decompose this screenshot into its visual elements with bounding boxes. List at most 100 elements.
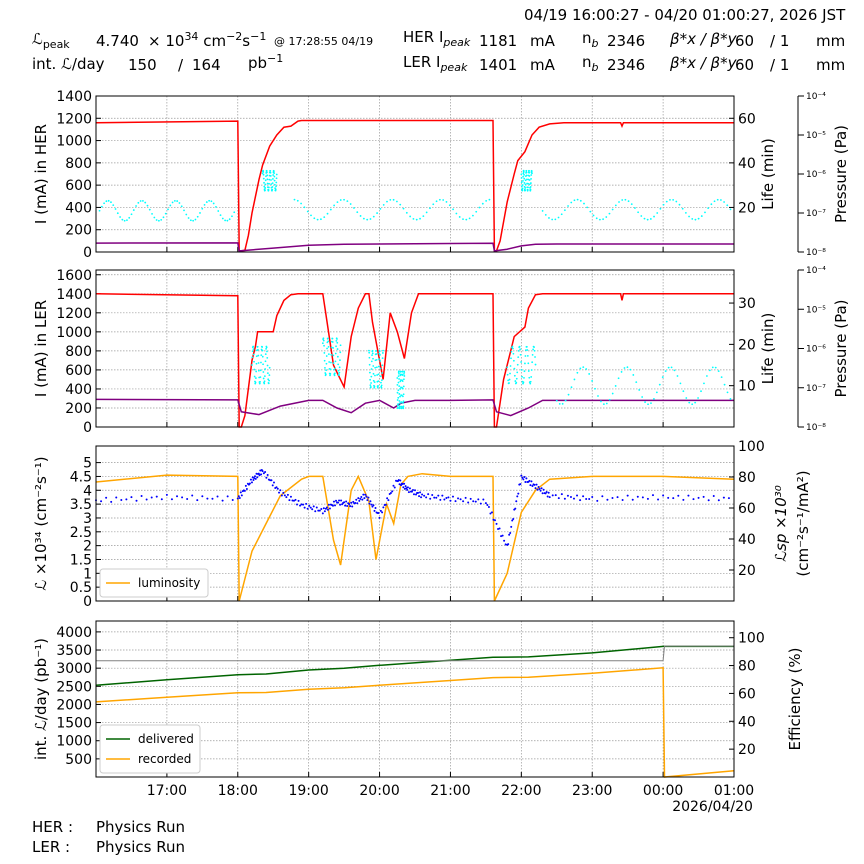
y-tick-label: 1000	[56, 325, 92, 341]
specific-lumi-point	[352, 500, 355, 503]
life-point	[269, 171, 272, 174]
y-tick-label: 600	[65, 178, 92, 194]
int-lumi-label: int. ℒ/day	[32, 55, 105, 73]
life-point	[327, 353, 330, 356]
life-point	[336, 355, 339, 358]
life-point	[579, 367, 582, 370]
int-lumi-value2: 164	[192, 56, 221, 74]
specific-lumi-point	[423, 494, 426, 497]
specific-lumi-point	[332, 500, 335, 503]
life-point	[183, 209, 185, 212]
life-point	[529, 382, 532, 385]
specific-lumi-point	[294, 498, 297, 501]
life-point	[330, 361, 332, 364]
specific-lumi-point	[631, 498, 634, 501]
life-point	[157, 219, 160, 222]
specific-lumi-point	[425, 496, 428, 499]
specific-lumi-point	[374, 506, 377, 509]
specific-lumi-point	[271, 484, 274, 487]
y-right-tick-label: 20	[738, 563, 756, 579]
life-point	[336, 201, 339, 203]
specific-lumi-point	[291, 499, 294, 502]
specific-lumi-point	[447, 496, 450, 499]
lpeak-unit-pre: × 10	[148, 32, 185, 50]
life-point	[435, 200, 438, 203]
life-point	[110, 201, 112, 204]
life-point	[401, 370, 404, 373]
life-point	[264, 360, 267, 363]
specific-lumi-point	[308, 504, 311, 507]
life-point	[397, 381, 400, 384]
life-point	[620, 371, 623, 373]
specific-lumi-point	[323, 510, 326, 513]
life-point	[723, 383, 726, 386]
specific-lumi-point	[170, 498, 173, 501]
life-point	[656, 212, 659, 214]
life-point	[402, 385, 405, 388]
y-tick-label: 1400	[56, 287, 92, 303]
life-point	[180, 205, 183, 208]
life-point	[526, 188, 529, 191]
specific-lumi-point	[333, 504, 336, 507]
her-peak-sub: peak	[443, 36, 471, 49]
life-point	[339, 199, 342, 201]
life-point	[472, 214, 474, 217]
life-point	[520, 173, 523, 176]
specific-lumi-point	[516, 495, 519, 498]
life-point	[669, 198, 671, 201]
y-tick-label: 2	[83, 539, 92, 555]
series-pressure-line	[95, 398, 734, 417]
life-point	[647, 403, 649, 406]
specific-lumi-point	[459, 498, 462, 501]
y-right-tick-label: 60	[738, 686, 756, 702]
life-point	[579, 199, 582, 202]
pressure-tick-label: 10⁻⁶	[806, 345, 826, 355]
specific-lumi-point	[249, 478, 252, 481]
life-point	[266, 178, 269, 181]
life-point	[264, 179, 267, 182]
life-point	[333, 204, 336, 207]
specific-lumi-point	[572, 497, 575, 500]
life-point	[260, 354, 263, 357]
specific-lumi-point	[554, 494, 557, 497]
specific-lumi-point	[522, 478, 525, 481]
life-point	[672, 198, 675, 201]
specific-lumi-point	[521, 476, 524, 479]
specific-lumi-point	[641, 496, 644, 499]
specific-lumi-point	[441, 494, 444, 497]
nb-her-value: 2346	[607, 32, 646, 50]
life-point	[624, 198, 627, 201]
life-point	[512, 352, 515, 355]
panel-2: 0 200 400 600 800 1000 1200 1400 1600 10 20 30 10⁻⁴ 1…	[32, 266, 850, 436]
pressure-tick-label: 10⁻⁸	[806, 423, 826, 433]
life-point	[258, 382, 261, 385]
life-point	[517, 349, 520, 352]
luminosity-peak-time: @ 17:28:55 04/19	[274, 35, 374, 48]
specific-lumi-point	[490, 511, 493, 514]
life-point	[700, 215, 703, 217]
life-point	[643, 217, 646, 220]
life-point	[403, 372, 405, 375]
life-point	[233, 211, 236, 214]
life-point	[303, 206, 306, 209]
life-point	[372, 372, 375, 375]
plot-frame	[95, 269, 735, 428]
pressure-tick-label: 10⁻⁵	[806, 131, 826, 141]
life-point	[608, 212, 611, 215]
ler-peak-sub: peak	[440, 61, 468, 74]
specific-lumi-point	[351, 505, 354, 508]
life-point	[523, 173, 525, 176]
life-point	[506, 366, 509, 369]
life-point	[380, 379, 383, 382]
life-point	[255, 362, 258, 365]
life-point	[369, 378, 372, 381]
life-point	[397, 403, 400, 405]
specific-lumi-point	[337, 501, 340, 504]
specific-lumi-point	[512, 517, 515, 520]
life-point	[528, 171, 531, 174]
int-lumi-unit-text: pb	[248, 54, 268, 72]
life-point	[323, 352, 326, 354]
life-point	[524, 355, 527, 357]
y-right-axis-label: Life (min)	[759, 313, 777, 385]
life-point	[252, 348, 255, 351]
